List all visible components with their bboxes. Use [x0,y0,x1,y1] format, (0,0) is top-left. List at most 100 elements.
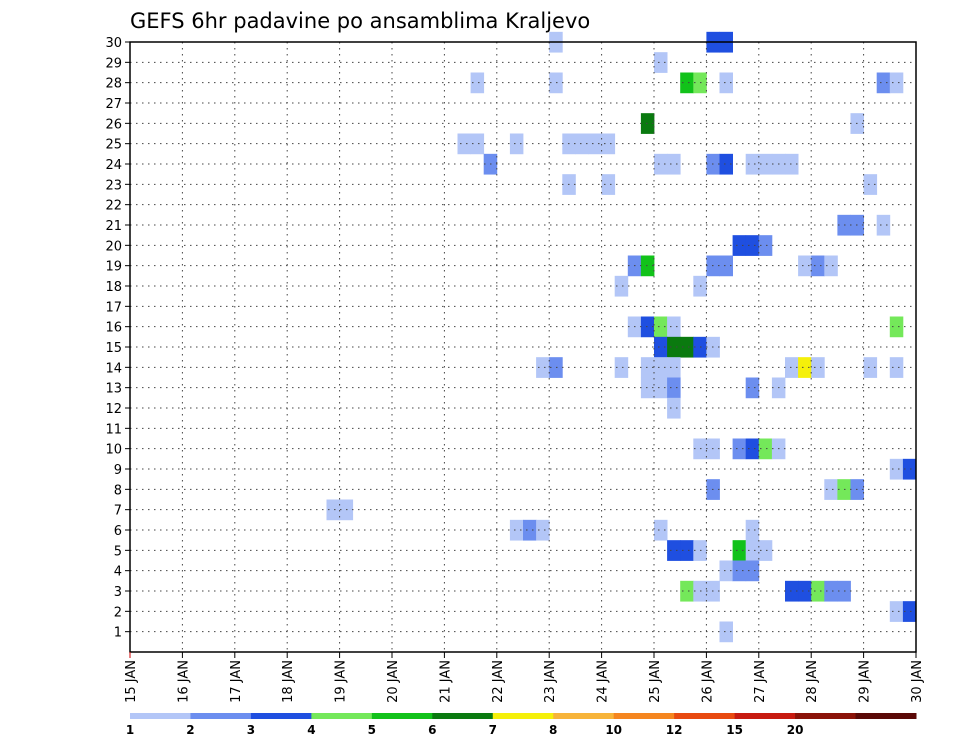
precip-cell [509,133,524,155]
y-tick-label: 23 [105,178,122,193]
y-tick-label: 20 [105,239,122,254]
y-tick-label: 25 [105,138,122,153]
x-tick-label: 15 JAN [124,660,139,703]
colorbar-label: 7 [489,723,497,737]
precip-cell [667,377,681,399]
x-axis: 15 JAN 16 JAN 17 JAN 18 JAN 19 JAN 20 JAN 21 J… [124,652,925,703]
precip-cell [640,113,655,134]
precip-cell [549,72,563,94]
precip-cell [588,133,602,155]
precip-cell [654,316,668,338]
precip-cell [601,174,616,195]
precip-cell [745,519,760,541]
precip-cell [902,601,917,622]
y-tick-label: 22 [105,199,122,214]
precip-cell [745,153,760,175]
colorbar-swatch [190,713,252,719]
precip-cell [536,519,550,541]
precip-cell [798,255,812,277]
y-tick-label: 6 [114,524,122,539]
precip-cell [732,560,747,582]
precip-cell [824,255,838,277]
colorbar-label: 4 [307,723,315,737]
y-tick-label: 29 [105,56,122,71]
colorbar-label: 6 [428,723,436,737]
precip-cell [680,580,694,602]
y-tick-label: 27 [105,97,122,112]
precip-cell [509,519,524,541]
colorbar-swatch [613,713,675,719]
precip-cell [863,357,878,378]
colorbar-swatch [492,713,554,719]
y-tick-label: 14 [105,361,122,376]
y-tick-label: 7 [114,504,122,519]
precip-cell [654,52,668,73]
y-tick-label: 15 [105,341,122,356]
x-tick-label: 23 JAN [543,660,558,703]
precip-cell [745,377,760,399]
y-tick-label: 16 [105,321,122,336]
x-tick-label: 16 JAN [176,660,191,703]
precip-cell [470,133,485,155]
precip-cell [667,336,681,358]
precip-cell [745,560,760,582]
precip-cell [876,214,891,236]
precip-cell [719,153,733,175]
precip-cell [758,438,773,460]
y-tick-label: 17 [105,300,122,315]
precip-cell [470,72,485,94]
y-tick-label: 9 [114,463,122,478]
precip-cell [785,153,799,175]
precip-cell [732,235,747,256]
precip-cell [667,397,681,419]
y-tick-label: 18 [105,280,122,295]
precip-cell [614,357,629,378]
precip-cell [680,336,694,358]
precip-cell [719,560,733,582]
precip-cell [614,275,629,297]
precip-cell [326,499,340,521]
y-tick-label: 2 [114,605,122,620]
precipitation-cells [326,31,917,643]
colorbar-label: 20 [787,723,804,737]
y-tick-label: 19 [105,260,122,275]
precip-cell [758,540,773,561]
x-tick-label: 20 JAN [386,660,401,703]
colorbar-swatch [250,713,312,719]
precip-cell [601,133,616,155]
precip-cell [523,519,537,541]
precip-cell [876,72,891,94]
precip-cell [758,153,773,175]
x-tick-label: 19 JAN [334,660,349,703]
y-tick-label: 5 [114,544,122,559]
precip-cell [863,174,878,195]
precip-cell [719,621,733,643]
x-tick-label: 27 JAN [753,660,768,703]
y-tick-label: 13 [105,382,122,397]
x-tick-label: 26 JAN [700,660,715,703]
y-tick-label: 12 [105,402,122,417]
precip-cell [902,458,917,480]
precip-cell [719,72,733,94]
colorbar-label: 1 [126,723,134,737]
colorbar: 1 2 3 4 5 6 7 8 10 12 15 20 [126,713,917,737]
precip-cell [680,72,694,94]
precip-cell [745,540,760,561]
colorbar-swatch [371,713,433,719]
y-axis: 1234567891011121314151617181920212223242… [105,36,130,641]
colorbar-swatch [795,713,857,719]
x-tick-label: 22 JAN [491,660,506,703]
y-tick-label: 1 [114,626,122,641]
precip-cell [640,316,655,338]
precip-cell [758,235,773,256]
precip-cell [745,235,760,256]
chart-title: GEFS 6hr padavine po ansamblima Kraljevo [130,9,590,33]
precip-cell [811,357,825,378]
precip-cell [640,357,655,378]
precip-cell [667,540,681,561]
x-tick-label: 25 JAN [648,660,663,703]
precip-cell [654,357,668,378]
colorbar-swatch [432,713,494,719]
y-tick-label: 10 [105,443,122,458]
